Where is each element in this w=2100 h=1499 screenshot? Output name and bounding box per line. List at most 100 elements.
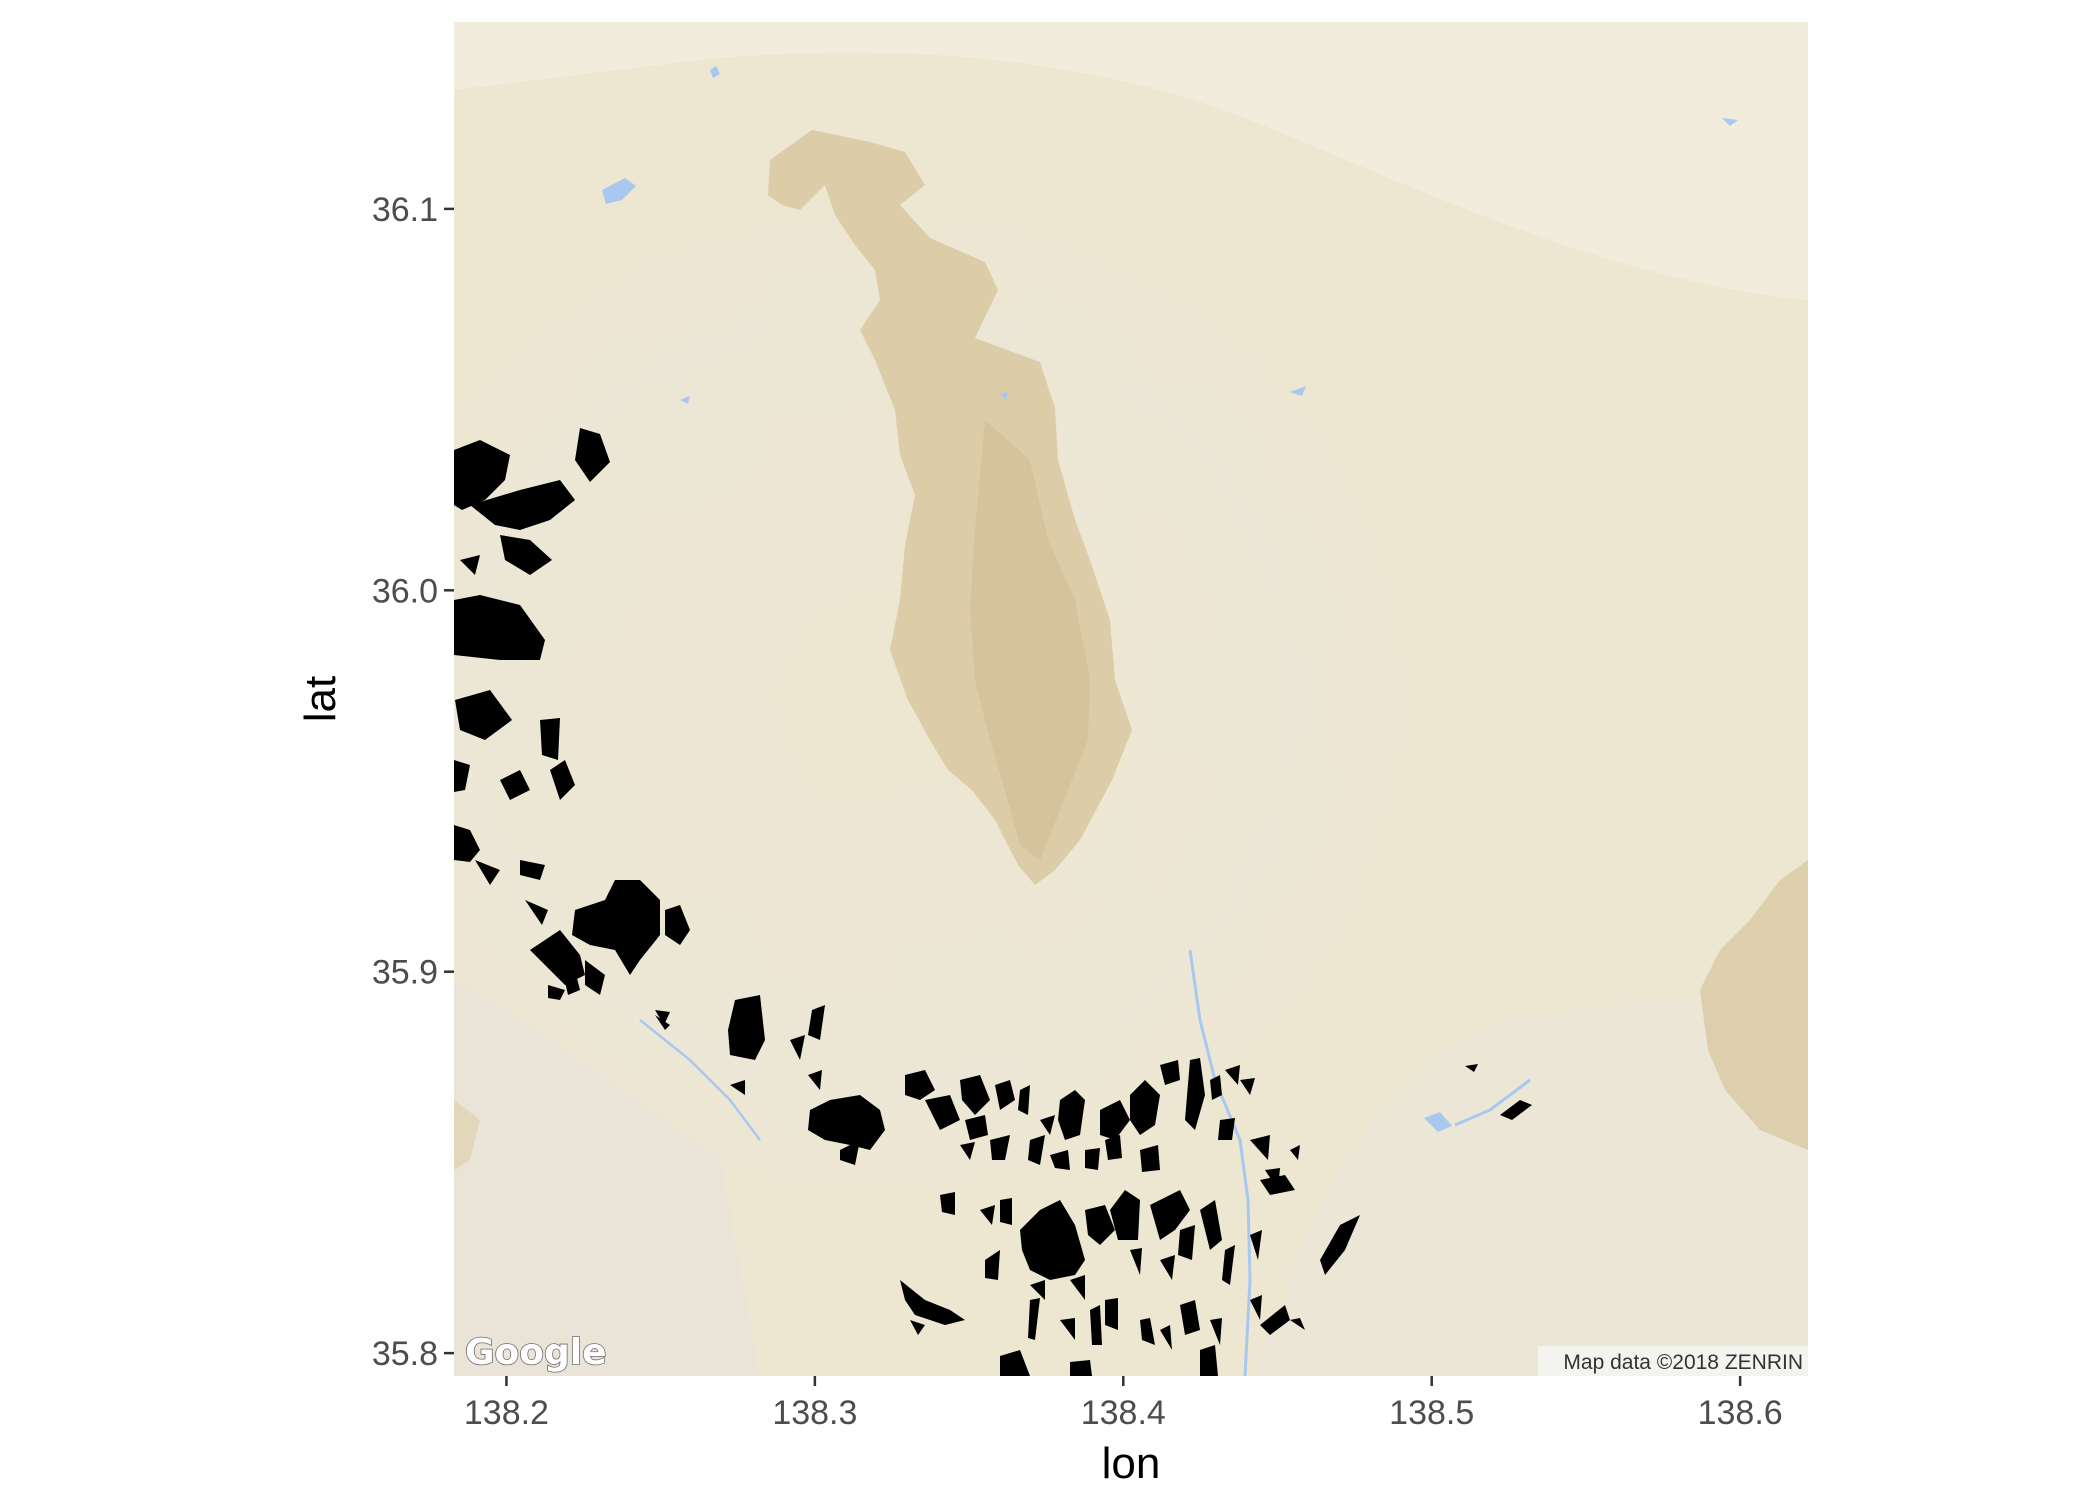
patch-south-30: [1140, 1145, 1160, 1172]
patch-south-37: [1150, 1190, 1190, 1240]
y-axis-title: lat: [296, 676, 345, 722]
patch-west-7: [455, 690, 512, 740]
patch-west-19: [665, 905, 690, 945]
patch-west-9: [500, 770, 530, 800]
mountain-southwest: [454, 1100, 480, 1170]
patch-south-32: [1250, 1135, 1270, 1160]
terrain-light-north: [454, 22, 1808, 300]
patch-west-5: [454, 595, 545, 660]
patch-south-19: [1160, 1060, 1180, 1085]
patch-south-28: [1085, 1148, 1100, 1170]
river-south: [1188, 949, 1252, 1376]
patch-south-11: [960, 1075, 990, 1115]
patch-south-35: [1085, 1205, 1115, 1245]
patch-south-60: [1000, 1350, 1030, 1376]
y-tick-label: 35.9: [372, 954, 438, 992]
x-tick-label: 138.3: [772, 1394, 857, 1432]
patch-south-38: [1178, 1225, 1195, 1260]
x-axis: 138.2 138.3 138.4 138.5 138.6: [464, 1376, 1783, 1432]
patch-south-57: [1160, 1325, 1172, 1350]
river-southwest: [639, 1019, 761, 1141]
patch-south-4: [730, 1080, 745, 1095]
y-axis: 35.8 35.9 36.0 36.1: [372, 191, 454, 1373]
lake-southeast: [1424, 1112, 1452, 1132]
patch-south-18: [1130, 1080, 1160, 1135]
pond-center: [1000, 392, 1008, 400]
patch-south-48: [1222, 1245, 1235, 1285]
patch-south-52: [1028, 1298, 1040, 1340]
x-tick-label: 138.6: [1698, 1394, 1783, 1432]
patch-west-6: [460, 555, 480, 575]
patch-south-3: [790, 1035, 805, 1060]
patch-south-59: [1210, 1318, 1222, 1345]
patch-south-25: [990, 1135, 1010, 1160]
patch-south-63: [1250, 1295, 1262, 1320]
patch-south-45: [1070, 1275, 1085, 1300]
patch-south-49: [1250, 1230, 1262, 1260]
patch-south-62: [1200, 1345, 1218, 1376]
pond-north: [710, 66, 720, 78]
valley-band-east: [1250, 980, 1808, 1376]
patch-south-24: [1028, 1135, 1045, 1165]
patch-south-8: [840, 1140, 860, 1165]
patch-south-64: [1260, 1305, 1290, 1335]
patch-west-2: [470, 480, 575, 530]
mountain-east: [1700, 860, 1808, 1150]
patch-south-40: [940, 1192, 955, 1215]
mountain-ridge-shade: [970, 420, 1090, 860]
pond-west: [680, 396, 690, 404]
patch-south-67: [1290, 1145, 1300, 1160]
patch-south-7: [808, 1095, 885, 1150]
patch-west-18: [548, 985, 565, 1000]
patch-west-11: [454, 760, 470, 792]
patch-west-12: [454, 825, 480, 862]
patch-west-3: [575, 428, 610, 482]
patch-south-44: [1030, 1280, 1045, 1300]
patch-west-4: [500, 535, 552, 575]
river-east: [1454, 1078, 1531, 1127]
patch-south-20: [1185, 1058, 1205, 1130]
patch-south-6: [655, 1010, 670, 1025]
patch-west-1: [454, 440, 510, 510]
patch-south-2: [808, 1005, 825, 1040]
patch-big-1: [572, 880, 660, 975]
patch-south-10: [925, 1095, 960, 1130]
patch-south-66: [1320, 1215, 1360, 1275]
patch-south-5: [808, 1070, 822, 1090]
y-tick-label: 36.1: [372, 191, 438, 229]
pond-mid-east: [1290, 386, 1306, 396]
google-logo[interactable]: Google: [464, 1331, 607, 1374]
patch-east-1: [1500, 1100, 1532, 1120]
x-axis-title: lon: [1102, 1439, 1161, 1488]
patch-south-17: [1100, 1100, 1130, 1140]
patch-west-14: [520, 860, 545, 880]
y-tick-label: 36.0: [372, 572, 438, 610]
patch-south-14: [965, 1115, 988, 1140]
patch-south-47: [1160, 1255, 1175, 1280]
patch-south-58: [1180, 1300, 1200, 1335]
patch-south-34: [1260, 1175, 1295, 1195]
patch-south-31: [1218, 1118, 1235, 1140]
patch-south-43: [985, 1250, 1000, 1280]
patch-south-36: [1110, 1190, 1140, 1240]
patch-south-26: [960, 1142, 975, 1160]
patch-south-27: [1050, 1150, 1070, 1170]
patch-south-22: [1225, 1065, 1240, 1085]
patch-west-21: [585, 960, 605, 995]
x-tick-label: 138.4: [1081, 1394, 1166, 1432]
patch-south-46: [1130, 1248, 1142, 1275]
patch-south-1: [728, 995, 765, 1060]
patch-west-8: [540, 718, 560, 760]
patch-south-15: [1058, 1090, 1085, 1140]
patch-big-2: [1020, 1200, 1085, 1280]
patch-south-9: [905, 1070, 935, 1100]
x-tick-label: 138.5: [1389, 1394, 1474, 1432]
patch-south-13: [1018, 1085, 1030, 1115]
patch-south-42: [1000, 1198, 1012, 1225]
patch-south-50: [900, 1280, 965, 1325]
y-tick-label: 35.8: [372, 1335, 438, 1373]
patch-south-29: [1105, 1135, 1122, 1160]
pond-northeast: [1722, 118, 1738, 126]
map-panel[interactable]: Map data ©2018 ZENRIN Google: [320, 22, 1808, 1376]
